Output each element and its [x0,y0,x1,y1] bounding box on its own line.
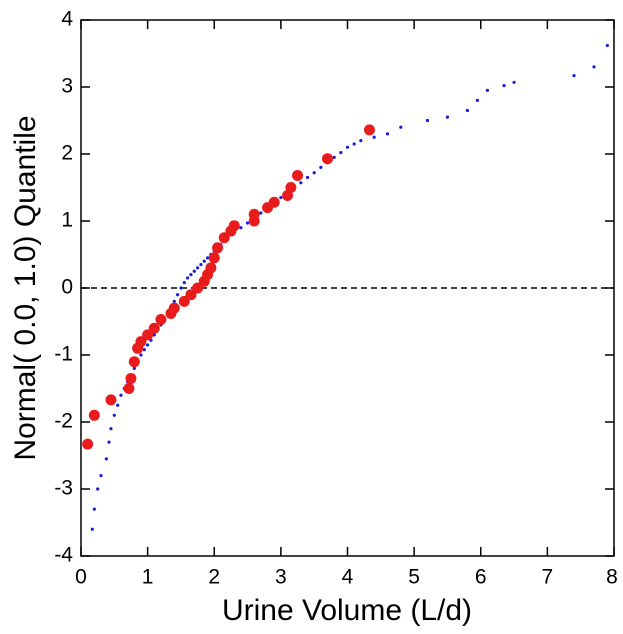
data-point [363,124,375,136]
data-point [112,413,116,417]
data-point [502,84,506,88]
x-tick-label: 0 [75,566,87,589]
data-point [192,282,204,294]
x-tick-label: 7 [542,566,554,589]
y-axis-title: Normal( 0.0, 1.0) Quantile [9,115,42,460]
x-tick-label: 3 [275,566,287,589]
data-point [119,393,123,397]
data-point [202,259,206,263]
x-tick-label: 5 [408,566,420,589]
data-point [259,211,263,215]
data-point [475,98,480,102]
y-tick-label: -1 [54,343,73,366]
data-point [205,256,210,260]
data-point [152,333,156,337]
data-point [312,171,316,175]
data-point [148,322,160,334]
data-point [192,269,196,273]
data-point [88,409,100,421]
data-point [128,356,140,368]
data-point [199,262,203,267]
data-point [92,507,96,511]
data-point [90,527,94,531]
data-point [592,65,596,69]
data-point [172,299,176,303]
data-point [465,108,470,113]
data-point [176,293,180,297]
data-point [182,281,186,285]
data-point [178,295,190,307]
data-point [385,132,390,136]
data-point [185,289,197,301]
data-point [572,74,576,78]
data-point [425,118,430,123]
data-point [292,169,304,181]
data-point [345,145,350,149]
data-point [445,115,450,119]
y-tick-label: -2 [54,410,73,433]
data-point [109,427,113,431]
data-point [107,440,111,444]
data-point [208,252,220,264]
data-point [268,196,280,208]
data-point [179,286,183,290]
data-point [99,474,103,478]
data-point [195,266,200,270]
data-point [218,232,230,244]
data-point [372,135,376,139]
y-tick-label: 4 [61,8,73,31]
data-point [228,220,240,232]
data-point [146,343,150,347]
data-point [352,142,356,146]
data-point [212,242,224,254]
data-point [512,80,516,84]
data-point [82,438,94,450]
data-point [245,221,250,225]
data-point [125,372,137,384]
data-point [186,276,190,280]
data-point [319,165,323,169]
data-point [399,125,403,129]
y-tick-label: 0 [61,276,73,299]
data-point [116,403,120,407]
data-point [305,175,310,180]
y-tick-label: 3 [61,75,73,98]
data-point [142,329,154,341]
x-tick-label: 4 [342,566,354,589]
data-point [168,302,180,314]
data-point [96,487,100,491]
data-point [285,182,297,193]
y-tick-label: 2 [61,142,73,165]
y-tick-label: 1 [61,209,73,232]
data-point [155,313,167,325]
data-point [332,155,336,159]
x-tick-label: 8 [606,566,618,589]
y-tick-label: -4 [54,544,73,567]
x-tick-label: 6 [475,566,487,589]
data-point [132,366,136,370]
data-point [123,383,135,394]
x-tick-label: 1 [142,566,154,589]
x-tick-label: 2 [208,566,220,589]
data-point [139,353,143,357]
data-point [104,457,108,461]
data-point [105,394,117,406]
data-point [339,151,343,155]
x-axis-title: Urine Volume (L/d) [222,594,472,627]
data-point [248,208,260,220]
data-point [239,226,243,230]
data-point [322,153,334,165]
data-point [189,273,193,277]
data-point [299,181,303,185]
data-point [485,88,490,92]
data-point [142,348,146,352]
data-point [605,43,609,48]
data-point [359,139,363,143]
data-point [135,336,147,348]
data-point [279,195,283,200]
data-point [205,262,217,274]
y-tick-label: -3 [54,477,73,500]
